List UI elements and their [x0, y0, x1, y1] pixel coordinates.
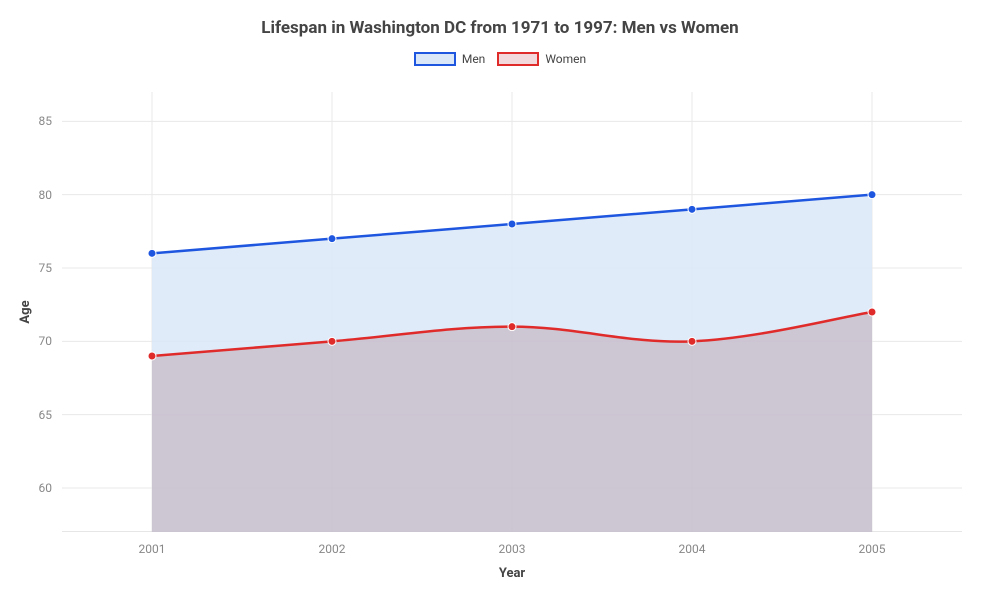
data-point[interactable]: [508, 220, 516, 228]
y-tick-label: 75: [39, 261, 53, 275]
data-point[interactable]: [328, 337, 336, 345]
x-tick-label: 2004: [679, 542, 706, 556]
x-tick-label: 2003: [499, 542, 526, 556]
data-point[interactable]: [328, 235, 336, 243]
legend-label-women: Women: [545, 52, 586, 66]
chart-title: Lifespan in Washington DC from 1971 to 1…: [0, 0, 1000, 38]
chart-legend: Men Women: [0, 52, 1000, 66]
legend-swatch-men: [414, 52, 456, 66]
y-axis-label: Age: [18, 300, 33, 323]
data-point[interactable]: [688, 337, 696, 345]
x-tick-label: 2002: [319, 542, 346, 556]
plot-area: [62, 92, 962, 532]
data-point[interactable]: [688, 205, 696, 213]
y-tick-label: 60: [39, 481, 53, 495]
data-point[interactable]: [508, 323, 516, 331]
chart-container: Lifespan in Washington DC from 1971 to 1…: [0, 0, 1000, 600]
legend-label-men: Men: [462, 52, 485, 66]
y-tick-label: 70: [39, 334, 53, 348]
y-tick-label: 85: [39, 114, 53, 128]
x-tick-label: 2001: [139, 542, 166, 556]
data-point[interactable]: [148, 249, 156, 257]
y-tick-label: 65: [39, 408, 53, 422]
data-point[interactable]: [148, 352, 156, 360]
y-tick-label: 80: [39, 188, 53, 202]
data-point[interactable]: [868, 308, 876, 316]
legend-item-men[interactable]: Men: [414, 52, 485, 66]
x-tick-label: 2005: [859, 542, 886, 556]
data-point[interactable]: [868, 191, 876, 199]
legend-item-women[interactable]: Women: [497, 52, 586, 66]
legend-swatch-women: [497, 52, 539, 66]
x-axis-label: Year: [499, 566, 525, 581]
